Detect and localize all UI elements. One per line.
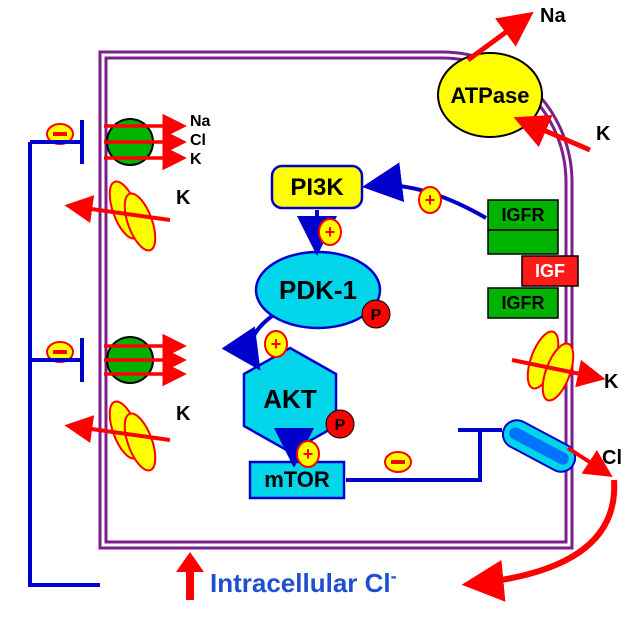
atpase-na-label: Na: [540, 5, 566, 27]
svg-text:K: K: [176, 187, 191, 209]
svg-text:Cl: Cl: [190, 132, 206, 149]
svg-text:PDK-1: PDK-1: [279, 275, 357, 305]
atpase-k-label: K: [596, 123, 611, 145]
svg-text:PI3K: PI3K: [290, 174, 344, 201]
cl-channel-right: Cl: [498, 415, 622, 476]
k-channel-left-1: K: [70, 178, 191, 255]
atpase-k-arrow: [520, 120, 590, 150]
svg-text:+: +: [303, 444, 314, 464]
ligand-igf: IGF: [522, 256, 578, 286]
node-mtor: mTOR: [250, 462, 344, 498]
footer: Intracellular Cl-: [176, 552, 397, 600]
svg-text:Cl: Cl: [602, 447, 622, 469]
svg-text:+: +: [271, 334, 282, 354]
svg-text:P: P: [371, 307, 382, 324]
receptor-igfr-2: IGFR: [488, 288, 558, 318]
phos-badge-1: P: [362, 300, 390, 328]
k-channel-left-2: K: [70, 398, 191, 475]
svg-text:Na: Na: [190, 113, 211, 130]
arrow-mtor-inhibit-cl: [346, 430, 502, 480]
svg-text:K: K: [176, 403, 191, 425]
node-akt: AKT: [244, 348, 336, 452]
svg-text:+: +: [325, 222, 336, 242]
svg-text:mTOR: mTOR: [264, 467, 330, 492]
cotransporter-1: Na Cl K: [104, 113, 211, 168]
phos-badge-2: P: [326, 410, 354, 438]
svg-text:+: +: [425, 190, 436, 210]
receptor-igfr-1: IGFR: [488, 200, 558, 254]
arrow-cl-to-intracellular: [470, 480, 614, 584]
svg-text:IGFR: IGFR: [502, 205, 545, 225]
svg-text:K: K: [604, 371, 619, 393]
node-pdk1: PDK-1: [256, 252, 380, 328]
cotransporter-2: [104, 337, 182, 383]
svg-text:IGFR: IGFR: [502, 293, 545, 313]
node-pi3k: PI3K: [272, 166, 362, 208]
footer-label: Intracellular Cl: [210, 568, 391, 598]
svg-text:P: P: [335, 417, 346, 434]
atpase-label: ATPase: [450, 83, 529, 108]
atpase: ATPase Na K: [438, 5, 611, 150]
svg-text:AKT: AKT: [263, 384, 317, 414]
svg-text:IGF: IGF: [535, 261, 565, 281]
svg-text:K: K: [190, 151, 202, 168]
svg-text:Intracellular Cl-: Intracellular Cl-: [210, 566, 397, 598]
